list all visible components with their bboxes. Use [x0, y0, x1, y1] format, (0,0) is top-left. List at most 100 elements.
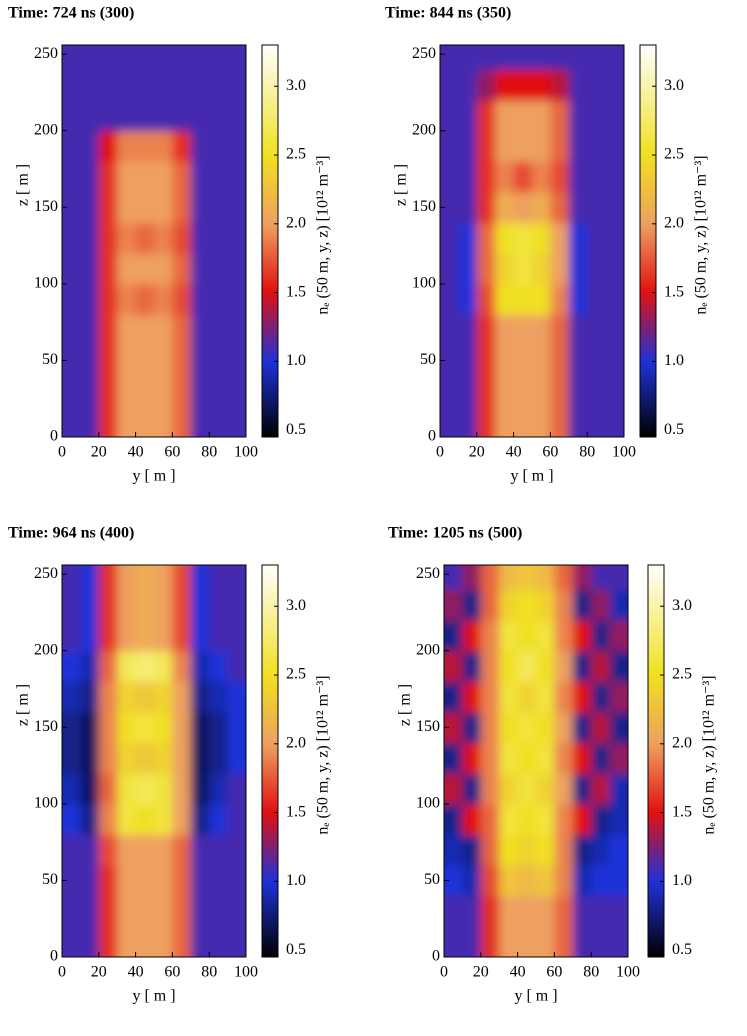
heatmap-cell: [80, 681, 100, 713]
y-tick-label: 150: [34, 718, 58, 735]
heatmap-cell: [495, 314, 515, 346]
heatmap-cell: [154, 283, 173, 316]
heatmap-cell: [591, 803, 611, 836]
heatmap-cell: [609, 620, 628, 652]
heatmap-cell: [476, 100, 496, 132]
heatmap-cell: [554, 865, 574, 897]
heatmap-cell: [209, 565, 229, 591]
heatmap-cell: [117, 161, 137, 193]
heatmap-cell: [98, 130, 118, 162]
heatmap-cell: [587, 100, 607, 132]
heatmap-cell: [209, 100, 229, 132]
heatmap-cell: [572, 803, 592, 836]
heatmap-cell: [227, 650, 246, 682]
heatmap-cell: [513, 161, 533, 193]
heatmap-cell: [209, 314, 229, 346]
heatmap-cell: [80, 192, 100, 224]
y-tick-label: 150: [416, 718, 440, 735]
heatmap-cell: [135, 773, 155, 805]
x-axis-label: y [ m ]: [514, 988, 557, 1005]
heatmap-cell: [440, 314, 459, 346]
heatmap-cell: [532, 130, 551, 162]
heatmap-cell: [154, 742, 173, 774]
heatmap-cell: [550, 69, 570, 101]
heatmap-cell: [172, 69, 192, 101]
heatmap-cell: [190, 620, 210, 652]
heatmap-cell: [172, 620, 192, 652]
heatmap-cell: [135, 345, 155, 377]
heatmap-cell: [572, 926, 592, 957]
heatmap-cell: [227, 712, 246, 744]
heatmap-cell: [154, 192, 173, 224]
heatmap-cell: [480, 589, 500, 621]
heatmap-cell: [98, 650, 118, 682]
heatmap-cell: [172, 895, 192, 927]
heatmap-cell: [80, 895, 100, 927]
colorbar-tick-label: 1.5: [286, 283, 306, 300]
heatmap-cell: [550, 345, 570, 377]
heatmap-cell: [80, 314, 100, 346]
heatmap-cell: [62, 161, 81, 193]
heatmap-cell: [190, 773, 210, 805]
heatmap-cell: [209, 283, 229, 316]
heatmap-cell: [532, 45, 551, 71]
heatmap-cell: [154, 345, 173, 377]
heatmap-cell: [476, 314, 496, 346]
heatmap-cell: [499, 681, 519, 713]
heatmap-cell: [499, 742, 519, 774]
cells: [62, 45, 246, 437]
heatmap-cell: [462, 773, 482, 805]
heatmap-cell: [227, 192, 246, 224]
heatmap-cell: [476, 130, 496, 162]
heatmap-cell: [591, 565, 611, 591]
heatmap-cell: [98, 161, 118, 193]
heatmap-cell: [62, 620, 81, 652]
heatmap-cell: [80, 406, 100, 437]
heatmap-cell: [536, 926, 555, 957]
heatmap-cell: [135, 45, 155, 71]
heatmap-cell: [587, 45, 607, 71]
heatmap-cell: [480, 650, 500, 682]
heatmap-cell: [62, 681, 81, 713]
heatmap-cell: [154, 253, 173, 285]
heatmap-cell: [80, 589, 100, 621]
x-axis-label: y [ m ]: [510, 468, 553, 485]
heatmap-cell: [462, 803, 482, 836]
plot-frame: [61, 44, 247, 438]
heatmap-cell: [517, 865, 537, 897]
heatmap-cell: [172, 283, 192, 316]
y-tick-label: 250: [34, 45, 58, 62]
heatmap-cell: [458, 192, 478, 224]
colorbar-tick-label: 1.0: [664, 352, 684, 369]
heatmap-cell: [190, 650, 210, 682]
heatmap-cell: [605, 283, 624, 316]
heatmap-cell: [591, 650, 611, 682]
heatmap-cell: [568, 45, 588, 71]
heatmap-cell: [572, 742, 592, 774]
heatmap-cell: [499, 865, 519, 897]
heatmap-cell: [190, 865, 210, 897]
heatmap-cell: [62, 406, 81, 437]
heatmap-cell: [554, 926, 574, 957]
heatmap-cell: [154, 565, 173, 591]
colorbar-tick-label: 3.0: [664, 77, 684, 94]
heatmap-cell: [572, 712, 592, 744]
heatmap-cell: [98, 681, 118, 713]
heatmap-cell: [154, 650, 173, 682]
heatmap-cell: [135, 406, 155, 437]
heatmap-cell: [440, 192, 459, 224]
heatmap-cell: [513, 222, 533, 254]
heatmap-cell: [517, 681, 537, 713]
x-tick-label: 60: [164, 964, 180, 981]
heatmap-cell: [135, 314, 155, 346]
heatmap-cell: [587, 375, 607, 407]
heatmap-cell: [476, 161, 496, 193]
colorbar-tick-label: 1.0: [672, 872, 692, 889]
heatmap-cell: [568, 345, 588, 377]
colorbar-tick-label: 1.5: [664, 283, 684, 300]
heatmap-cell: [227, 69, 246, 101]
heatmap-cell: [80, 283, 100, 316]
heatmap-cell: [209, 375, 229, 407]
heatmap-cell: [209, 681, 229, 713]
heatmap-cell: [190, 742, 210, 774]
